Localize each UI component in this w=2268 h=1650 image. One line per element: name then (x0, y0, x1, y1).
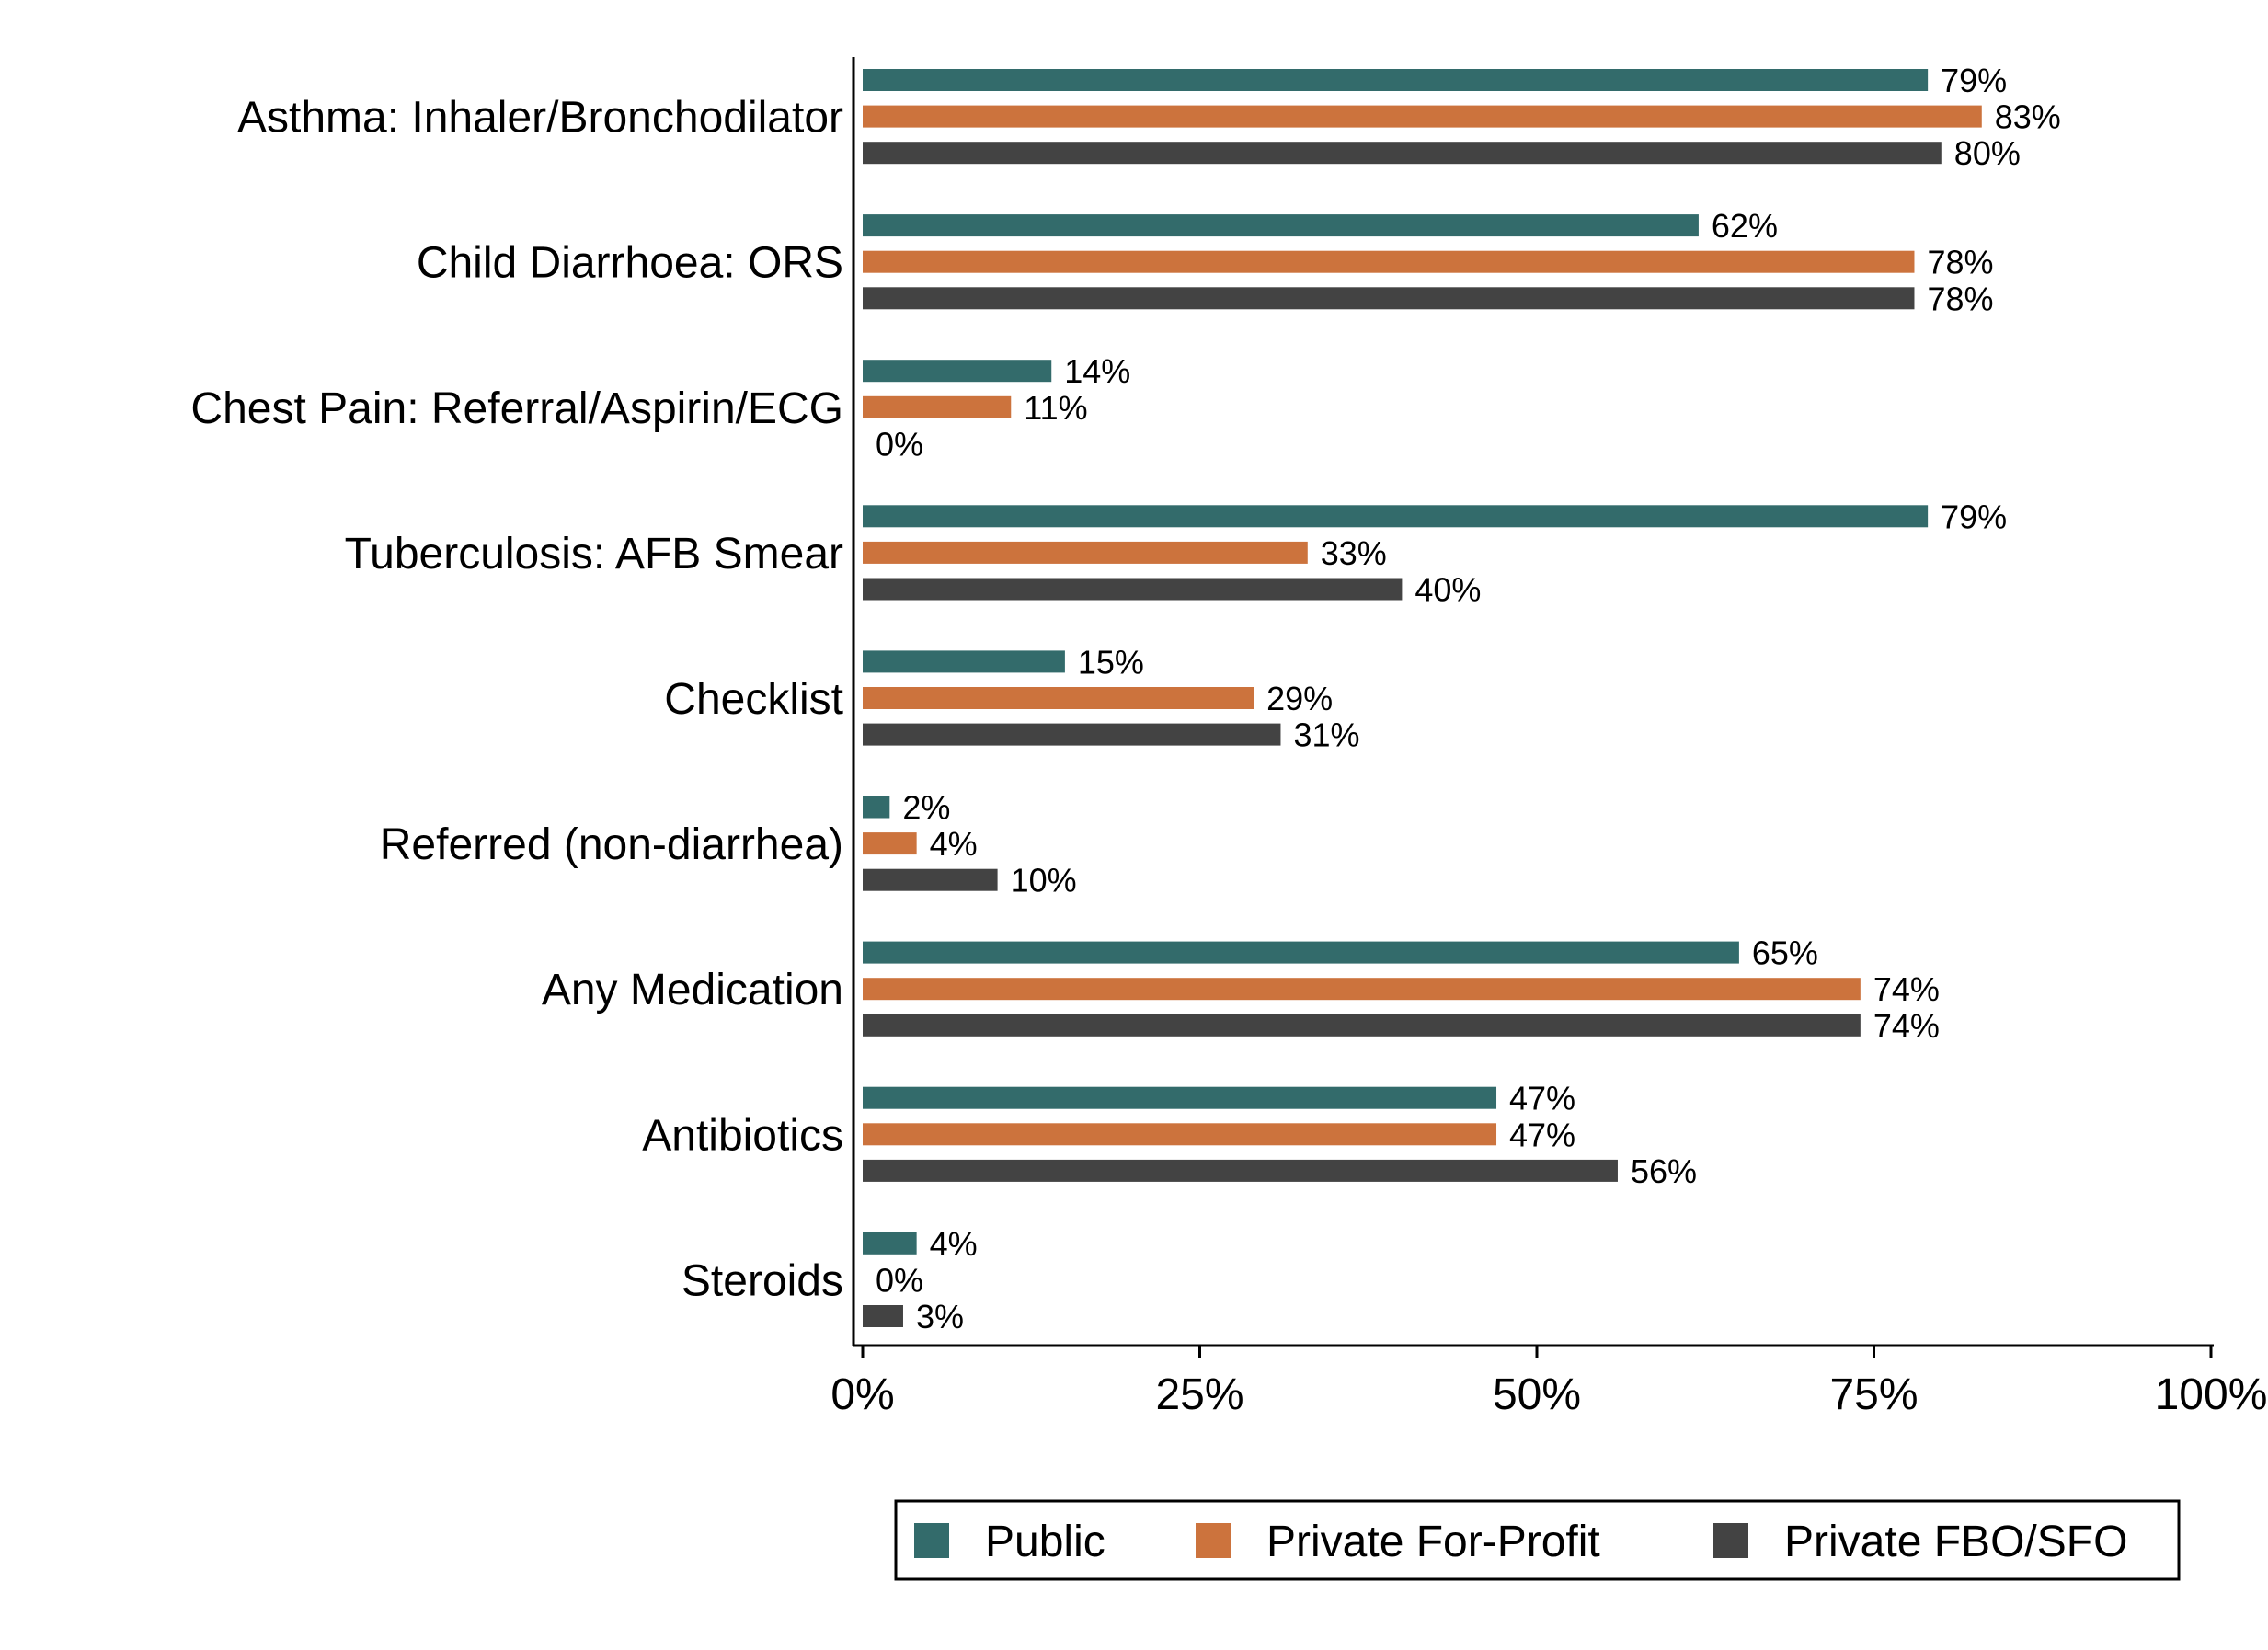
category-label: Chest Pain: Referral/Aspirin/ECG (190, 384, 843, 433)
legend-box (894, 1499, 2181, 1581)
category-label: Tuberculosis: AFB Smear (345, 530, 843, 579)
category-label: Child Diarrhoea: ORS (417, 239, 843, 288)
bar-private-for-profit-6 (863, 978, 1861, 1001)
legend-swatch-private-for-profit (1196, 1523, 1231, 1558)
bar-private-fbo-sfo-1 (863, 287, 1915, 310)
bar-private-for-profit-7 (863, 1123, 1497, 1146)
legend-label: Private FBO/SFO (1784, 1518, 2127, 1566)
category-label: Steroids (682, 1256, 843, 1305)
value-label: 78% (1927, 280, 1993, 317)
x-tick-label: 75% (1829, 1370, 1918, 1419)
value-label: 74% (1873, 1007, 1940, 1045)
bar-private-fbo-sfo-7 (863, 1159, 1618, 1182)
x-tick-label: 100% (2155, 1370, 2268, 1419)
value-label: 79% (1941, 62, 2007, 99)
value-label: 31% (1293, 716, 1359, 754)
bar-private-fbo-sfo-8 (863, 1305, 903, 1327)
value-label: 78% (1927, 244, 1993, 281)
legend-swatch-private-fbo-sfo (1713, 1523, 1748, 1558)
x-tick-label: 0% (830, 1370, 894, 1419)
value-label: 40% (1415, 571, 1481, 609)
bar-private-for-profit-4 (863, 687, 1254, 709)
value-label: 65% (1752, 934, 1818, 972)
bar-public-6 (863, 941, 1739, 964)
value-label: 4% (930, 1225, 978, 1263)
value-labels-layer: 79%83%80%62%78%78%14%11%0%79%33%40%15%29… (876, 62, 2061, 1335)
category-label: Asthma: Inhaler/Bronchodilator (237, 94, 843, 143)
value-label: 74% (1873, 970, 1940, 1008)
category-labels-layer: Asthma: Inhaler/Bronchodilator Child Diar… (190, 94, 843, 1306)
bar-private-fbo-sfo-3 (863, 578, 1403, 601)
bar-private-fbo-sfo-5 (863, 868, 998, 891)
category-label: Antibiotics (642, 1111, 843, 1160)
value-label: 4% (930, 825, 978, 863)
bar-private-fbo-sfo-0 (863, 142, 1942, 165)
value-label: 3% (916, 1298, 964, 1335)
bar-public-1 (863, 214, 1699, 237)
value-label: 47% (1509, 1080, 1575, 1117)
axes-layer: 0% 25% 50% 75% 100% (830, 57, 2267, 1419)
value-label: 62% (1712, 207, 1778, 245)
bar-private-fbo-sfo-6 (863, 1014, 1861, 1037)
bar-public-5 (863, 796, 890, 819)
value-label: 14% (1064, 352, 1130, 390)
value-label: 47% (1509, 1116, 1575, 1153)
value-label: 11% (1024, 389, 1087, 427)
bar-public-8 (863, 1232, 917, 1255)
bar-public-0 (863, 69, 1929, 91)
x-tick-label: 50% (1493, 1370, 1581, 1419)
bar-private-for-profit-5 (863, 832, 917, 855)
value-label: 10% (1011, 862, 1077, 899)
value-label: 83% (1995, 98, 2061, 136)
legend-swatch-public (914, 1523, 949, 1558)
bar-public-4 (863, 650, 1065, 673)
value-label: 80% (1954, 134, 2021, 172)
value-label: 79% (1941, 498, 2007, 535)
category-label: Checklist (664, 675, 843, 724)
value-label: 2% (902, 789, 950, 827)
bar-public-2 (863, 360, 1052, 383)
legend-label: Public (985, 1518, 1105, 1566)
value-label: 56% (1631, 1152, 1697, 1190)
bar-private-for-profit-3 (863, 541, 1308, 564)
x-tick-label: 25% (1155, 1370, 1243, 1419)
bar-private-for-profit-0 (863, 105, 1982, 128)
bar-private-for-profit-2 (863, 395, 1012, 418)
bar-private-for-profit-1 (863, 250, 1915, 273)
value-label: 29% (1266, 680, 1333, 717)
value-label: 15% (1078, 643, 1144, 681)
category-label: Any Medication (542, 966, 843, 1014)
bar-public-7 (863, 1086, 1497, 1109)
value-label: 0% (876, 425, 923, 463)
legend-label: Private For-Profit (1266, 1518, 1600, 1566)
category-label: Referred (non-diarrhea) (380, 820, 843, 869)
bars-layer (863, 69, 1982, 1327)
legend: Public Private For-Profit Private FBO/SFO (894, 1499, 2181, 1581)
value-label: 0% (876, 1261, 923, 1299)
value-label: 33% (1321, 534, 1387, 572)
bar-private-fbo-sfo-4 (863, 723, 1281, 746)
bar-public-3 (863, 505, 1929, 528)
